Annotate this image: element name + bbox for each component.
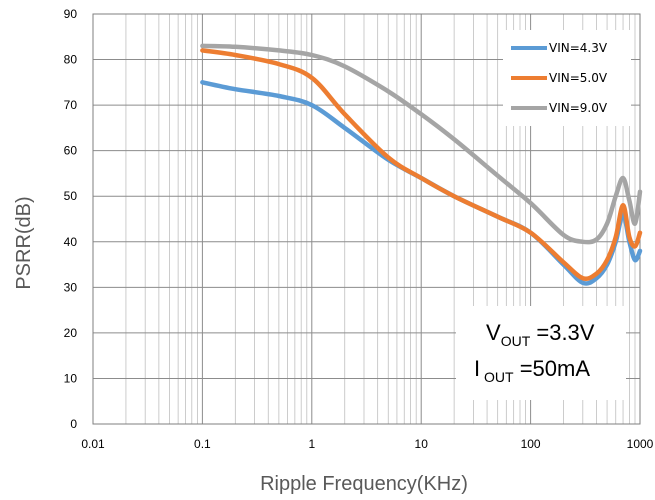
y-tick-label: 10 [64,371,78,385]
y-tick-label: 20 [64,326,78,340]
x-tick-label: 10 [415,437,429,451]
vout-label: VOUT =3.3V [486,320,595,349]
y-tick-label: 30 [64,280,78,294]
legend-entry-label: VIN=4.3V [549,41,608,55]
operating-conditions-annotation: VOUT =3.3V I OUT =50mA [456,306,626,400]
x-tick-label: 0.1 [194,437,211,451]
y-tick-label: 60 [64,144,78,158]
y-tick-label: 0 [70,417,77,431]
y-tick-label: 90 [64,7,78,21]
x-axis-title: Ripple Frequency(KHz) [260,473,468,495]
x-tick-label: 0.01 [81,437,105,451]
series-line-2 [200,48,643,281]
y-tick-label: 40 [64,235,78,249]
x-tick-label: 100 [521,437,541,451]
x-axis-tick-labels: 0.01 0.1 1 10 100 1000 [81,437,653,451]
series-lines [200,43,643,286]
legend-entry-label: VIN=5.0V [549,71,608,85]
plot-area-border [92,13,641,425]
y-tick-label: 50 [64,189,78,203]
legend: VIN=4.3V VIN=5.0V VIN=9.0V [503,30,631,126]
iout-label: I OUT =50mA [474,356,590,385]
annotation-background [456,306,626,400]
y-tick-label: 70 [64,98,78,112]
x-tick-label: 1 [308,437,315,451]
y-axis-tick-labels: 0 10 20 30 40 50 60 70 80 90 [64,7,78,431]
y-axis-title: PSRR(dB) [13,196,35,289]
x-tick-label: 1000 [627,437,654,451]
y-tick-label: 80 [64,53,78,67]
series-line-3 [200,43,643,245]
legend-entry-label: VIN=9.0V [549,101,608,115]
